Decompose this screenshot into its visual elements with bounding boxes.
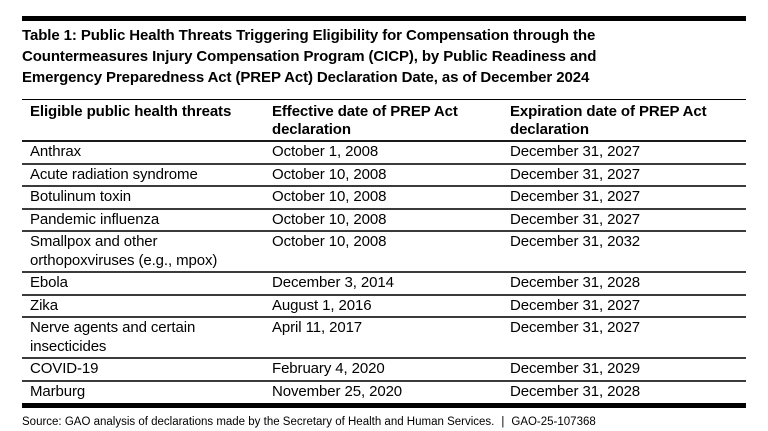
- effective-date-cell: October 10, 2008: [264, 186, 502, 210]
- expiration-date-cell: December 31, 2027: [502, 294, 746, 318]
- table-row: Anthrax October 1, 2008 December 31, 202…: [22, 141, 746, 165]
- effective-date-cell: November 25, 2020: [272, 382, 403, 400]
- threats-table: Eligible public health threats Effective…: [22, 99, 746, 403]
- effective-date-cell: October 10, 2008: [264, 231, 502, 273]
- expiration-date-cell: December 31, 2028: [510, 382, 641, 400]
- effective-date-cell: October 10, 2008: [264, 163, 502, 187]
- expiration-date-cell: December 31, 2027: [502, 163, 746, 187]
- report-number: GAO-25-107368: [511, 416, 596, 428]
- table-row: Pandemic influenza October 10, 2008 Dece…: [22, 208, 746, 232]
- source-text: Source: GAO analysis of declarations mad…: [22, 416, 495, 428]
- column-header-expiration-date: Expiration date of PREP Act declaration: [502, 99, 746, 142]
- column-header-threat: Eligible public health threats: [22, 99, 264, 142]
- threat-cell: Nerve agents and certain insecticides: [22, 317, 264, 359]
- table-title-line-2: Countermeasures Injury Compensation Prog…: [22, 48, 597, 65]
- threat-cell: COVID-19: [22, 358, 264, 382]
- source-note: Source: GAO analysis of declarations mad…: [22, 415, 746, 429]
- table-body: Anthrax October 1, 2008 December 31, 202…: [22, 141, 746, 403]
- expiration-date-cell: December 31, 2027: [502, 186, 746, 210]
- effective-date-cell: December 3, 2014: [264, 272, 502, 296]
- table-row: Smallpox and other orthopoxviruses (e.g.…: [22, 231, 746, 273]
- threat-cell: Ebola: [22, 272, 264, 296]
- effective-date-cell: August 1, 2016: [264, 294, 502, 318]
- column-header-effective-date: Effective date of PREP Act declaration: [264, 99, 502, 142]
- threat-cell: Acute radiation syndrome: [22, 163, 264, 187]
- expiration-date-cell: December 31, 2027: [502, 317, 746, 359]
- table-row: Ebola December 3, 2014 December 31, 2028: [22, 272, 746, 296]
- table-row: Nerve agents and certain insecticides Ap…: [22, 317, 746, 359]
- threat-cell: Botulinum toxin: [22, 186, 264, 210]
- expiration-date-cell: December 31, 2027: [502, 208, 746, 232]
- threat-cell: Pandemic influenza: [22, 208, 264, 232]
- table-title: Table 1: Public Health Threats Triggerin…: [22, 25, 746, 88]
- table-row: Botulinum toxin October 10, 2008 Decembe…: [22, 186, 746, 210]
- effective-date-cell: February 4, 2020: [264, 358, 502, 382]
- bottom-heavy-rule: [22, 403, 746, 408]
- table-row: Zika August 1, 2016 December 31, 2027: [22, 294, 746, 318]
- threat-cell: Zika: [22, 294, 264, 318]
- top-heavy-rule: [22, 16, 746, 21]
- effective-date-cell: April 11, 2017: [264, 317, 502, 359]
- expiration-date-cell: December 31, 2032: [502, 231, 746, 273]
- effective-date-cell: October 1, 2008: [264, 141, 502, 165]
- table-row: Marburg November 25, 2020 December 31, 2…: [22, 381, 746, 404]
- expiration-date-cell: December 31, 2027: [502, 141, 746, 165]
- effective-date-cell: October 10, 2008: [264, 208, 502, 232]
- table-title-line-1: Table 1: Public Health Threats Triggerin…: [22, 27, 596, 44]
- threat-cell: Marburg: [30, 382, 86, 400]
- table-row: COVID-19 February 4, 2020 December 31, 2…: [22, 358, 746, 382]
- source-separator: |: [501, 416, 505, 428]
- table-title-line-3: Emergency Preparedness Act (PREP Act) De…: [22, 69, 590, 86]
- expiration-date-cell: December 31, 2029: [502, 358, 746, 382]
- table-row: Acute radiation syndrome October 10, 200…: [22, 163, 746, 187]
- header-row: Eligible public health threats Effective…: [22, 99, 746, 142]
- table-header: Eligible public health threats Effective…: [22, 99, 746, 142]
- expiration-date-cell: December 31, 2028: [502, 272, 746, 296]
- threat-cell: Smallpox and other orthopoxviruses (e.g.…: [22, 231, 264, 273]
- threat-cell: Anthrax: [22, 141, 264, 165]
